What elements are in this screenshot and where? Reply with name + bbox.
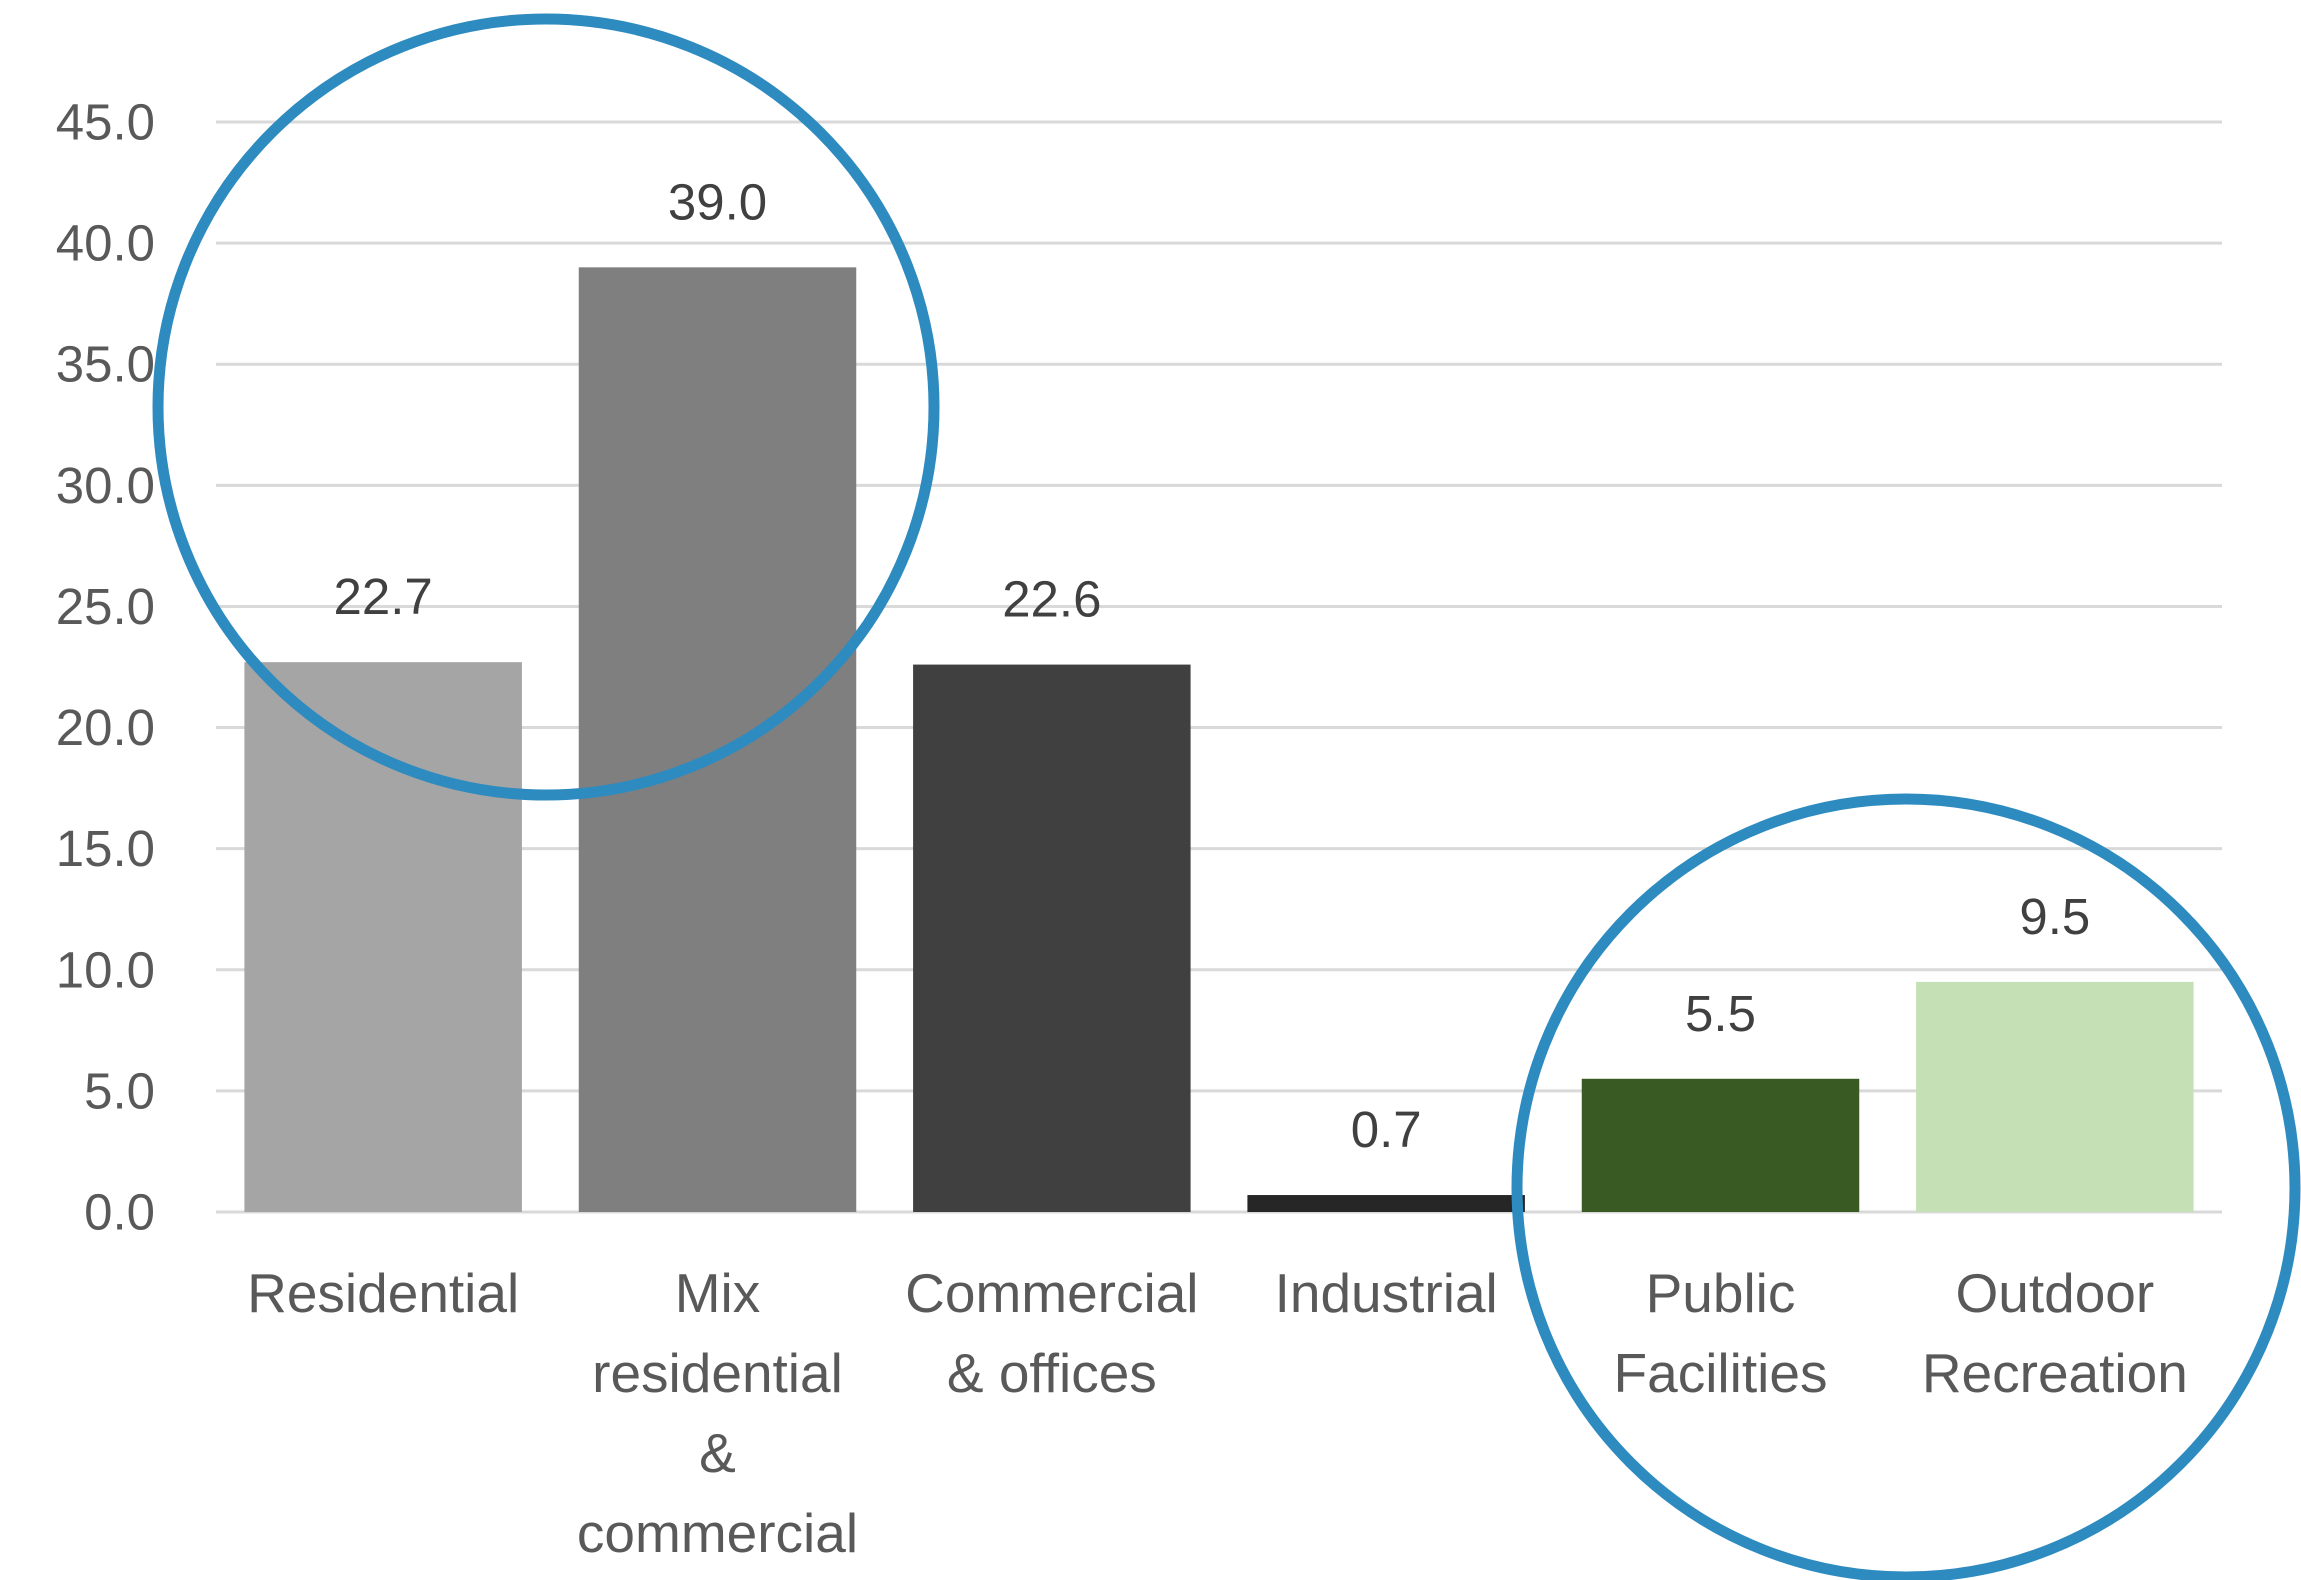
data-label: 0.7 <box>1351 1101 1422 1158</box>
category-label: Commercial & offices <box>905 1262 1198 1404</box>
x-axis-categories: Residential Mix residential & commercial Comm… <box>247 1262 2188 1564</box>
gridlines <box>216 120 2222 1214</box>
bar <box>1247 1195 1525 1212</box>
category-label: Mix residential & commercial <box>577 1262 858 1564</box>
y-tick-label: 10.0 <box>56 941 155 998</box>
highlight-circle-right <box>1511 793 2301 1580</box>
bar <box>1916 981 2194 1212</box>
category-label-line: commercial <box>577 1502 858 1564</box>
category-label: Outdoor Recreation <box>1922 1262 2188 1404</box>
y-tick-label: 35.0 <box>56 336 155 393</box>
category-label-line: Recreation <box>1922 1342 2188 1404</box>
bars <box>244 267 2194 1212</box>
category-label: Industrial <box>1275 1262 1498 1324</box>
category-label-line: Facilities <box>1614 1342 1828 1404</box>
y-tick-label: 30.0 <box>56 457 155 514</box>
category-label-line: Commercial <box>905 1262 1198 1324</box>
category-label-line: & offices <box>947 1342 1157 1404</box>
bar <box>913 664 1191 1212</box>
category-label-line: Mix <box>675 1262 761 1324</box>
data-label: 22.6 <box>1002 571 1101 628</box>
data-label: 39.0 <box>668 173 767 230</box>
bar <box>578 267 857 1212</box>
bar <box>1581 1078 1860 1212</box>
data-label: 5.5 <box>1685 985 1756 1042</box>
highlight-circle-left <box>152 13 940 801</box>
category-label-line: Outdoor <box>1955 1262 2154 1324</box>
y-tick-label: 45.0 <box>56 94 155 151</box>
category-label-line: residential <box>592 1342 843 1404</box>
y-tick-label: 0.0 <box>84 1184 155 1241</box>
category-label: Public Facilities <box>1614 1262 1828 1404</box>
y-tick-label: 25.0 <box>56 578 155 635</box>
category-label: Residential <box>247 1262 519 1324</box>
y-tick-label: 20.0 <box>56 699 155 756</box>
y-tick-label: 5.0 <box>84 1062 155 1119</box>
highlight-circles <box>152 13 2301 1580</box>
data-label: 9.5 <box>2019 888 2090 945</box>
data-label: 22.7 <box>334 568 433 625</box>
data-labels: 22.7 39.0 22.6 0.7 5.5 9.5 <box>334 173 2091 1158</box>
bar <box>244 662 522 1212</box>
category-label-line: Industrial <box>1275 1262 1498 1324</box>
y-tick-label: 40.0 <box>56 215 155 272</box>
category-label-line: Residential <box>247 1262 519 1324</box>
category-label-line: & <box>699 1422 736 1484</box>
y-tick-label: 15.0 <box>56 820 155 877</box>
y-axis-ticks: 0.0 5.0 10.0 15.0 20.0 25.0 30.0 35.0 40.0 45.0 <box>56 94 155 1241</box>
category-label-line: Public <box>1646 1262 1796 1324</box>
